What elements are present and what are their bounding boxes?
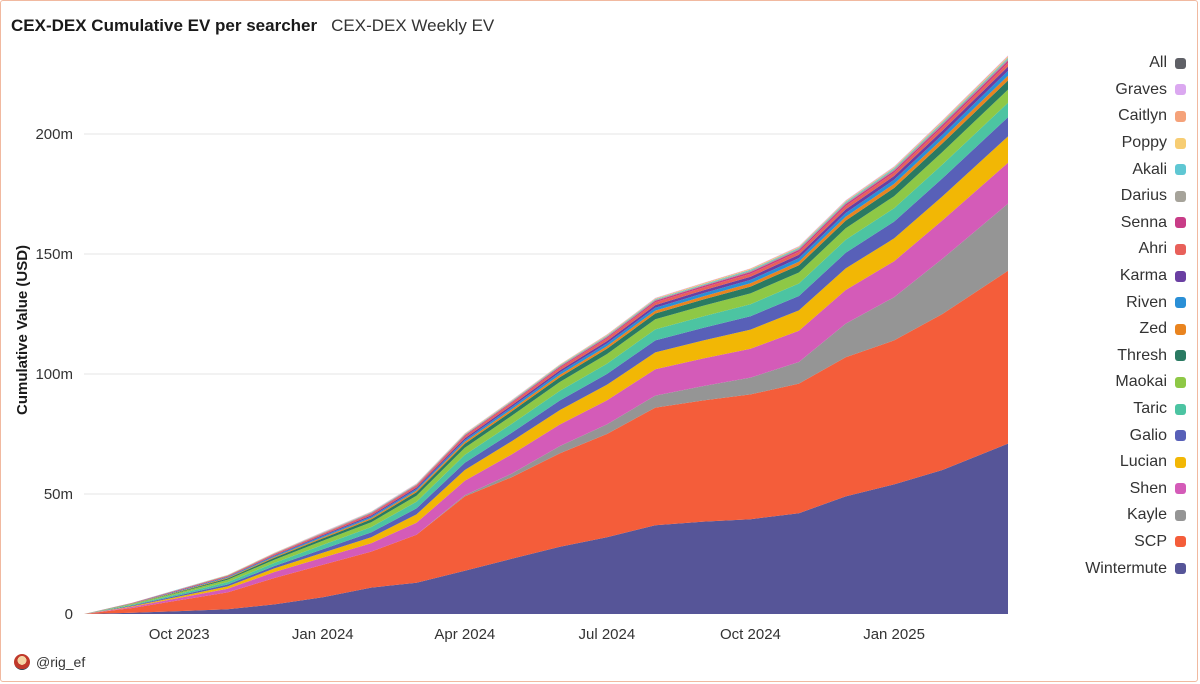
legend-item-wintermute[interactable]: Wintermute (1036, 555, 1186, 582)
legend-swatch (1175, 297, 1186, 309)
legend-item-senna[interactable]: Senna (1036, 210, 1186, 237)
legend-swatch (1175, 430, 1186, 442)
legend-swatch (1175, 403, 1186, 415)
legend-item-thresh[interactable]: Thresh (1036, 343, 1186, 370)
y-axis-ticks: 0 50m 100m 150m 200m (35, 126, 73, 623)
legend-label: Riven (1126, 293, 1167, 311)
legend-label: Wintermute (1085, 559, 1167, 577)
legend-label: Galio (1129, 426, 1167, 444)
legend-label: Caitlyn (1118, 107, 1167, 125)
legend-swatch (1175, 350, 1186, 362)
legend-swatch (1175, 509, 1186, 521)
legend-item-all[interactable]: All (1036, 50, 1186, 77)
avatar-icon (14, 654, 30, 670)
area-scp[interactable] (84, 270, 1008, 614)
legend-label: Karma (1119, 267, 1167, 285)
legend-label: Graves (1115, 80, 1167, 98)
legend-item-taric[interactable]: Taric (1036, 396, 1186, 423)
x-tick-label: Oct 2023 (149, 626, 210, 643)
legend-item-galio[interactable]: Galio (1036, 422, 1186, 449)
legend-label: Kayle (1126, 506, 1167, 524)
legend-item-kayle[interactable]: Kayle (1036, 502, 1186, 529)
legend-item-zed[interactable]: Zed (1036, 316, 1186, 343)
legend-label: All (1149, 54, 1167, 72)
legend-swatch (1175, 57, 1186, 69)
chart-tabs: CEX-DEX Cumulative EV per searcher CEX-D… (11, 12, 494, 40)
legend-item-shen[interactable]: Shen (1036, 476, 1186, 503)
legend-swatch (1175, 137, 1186, 149)
y-tick-label: 100m (35, 366, 73, 383)
legend-swatch (1175, 217, 1186, 229)
y-tick-label: 150m (35, 246, 73, 263)
legend-label: Darius (1120, 187, 1167, 205)
legend-swatch (1175, 456, 1186, 468)
y-tick-label: 0 (65, 606, 73, 623)
legend-item-lucian[interactable]: Lucian (1036, 449, 1186, 476)
legend-item-karma[interactable]: Karma (1036, 263, 1186, 290)
legend-swatch (1175, 270, 1186, 282)
x-tick-label: Jul 2024 (579, 626, 636, 643)
legend-swatch (1175, 190, 1186, 202)
x-axis-ticks: Oct 2023 Jan 2024 Apr 2024 Jul 2024 Oct 2024… (149, 626, 925, 643)
legend-swatch (1175, 376, 1186, 388)
legend: All Graves Caitlyn Poppy Akali Darius Senna Ahr… (1036, 50, 1186, 582)
legend-item-ahri[interactable]: Ahri (1036, 236, 1186, 263)
legend-swatch (1175, 536, 1186, 548)
legend-swatch (1175, 563, 1186, 575)
legend-label: Akali (1132, 160, 1167, 178)
legend-item-graves[interactable]: Graves (1036, 77, 1186, 104)
legend-label: Thresh (1117, 346, 1167, 364)
legend-swatch (1175, 243, 1186, 255)
author-handle[interactable]: @rig_ef (36, 654, 86, 670)
tab-cumulative-ev[interactable]: CEX-DEX Cumulative EV per searcher (11, 16, 318, 35)
legend-item-caitlyn[interactable]: Caitlyn (1036, 103, 1186, 130)
x-tick-label: Oct 2024 (720, 626, 781, 643)
legend-item-scp[interactable]: SCP (1036, 529, 1186, 556)
footer: @rig_ef (14, 654, 85, 670)
legend-swatch (1175, 84, 1186, 96)
x-tick-label: Jan 2025 (863, 626, 925, 643)
y-tick-label: 50m (44, 486, 73, 503)
legend-item-riven[interactable]: Riven (1036, 289, 1186, 316)
legend-item-darius[interactable]: Darius (1036, 183, 1186, 210)
legend-item-maokai[interactable]: Maokai (1036, 369, 1186, 396)
legend-label: Shen (1129, 479, 1167, 497)
legend-item-poppy[interactable]: Poppy (1036, 130, 1186, 157)
x-tick-label: Jan 2024 (292, 626, 354, 643)
legend-label: Lucian (1119, 453, 1167, 471)
area-wintermute[interactable] (84, 443, 1008, 614)
legend-swatch (1175, 483, 1186, 495)
legend-swatch (1175, 164, 1186, 176)
y-tick-label: 200m (35, 126, 73, 143)
tab-weekly-ev[interactable]: CEX-DEX Weekly EV (331, 16, 495, 35)
y-axis-title: Cumulative Value (USD) (14, 245, 31, 415)
legend-swatch (1175, 110, 1186, 122)
x-tick-label: Apr 2024 (434, 626, 495, 643)
legend-label: Taric (1133, 400, 1167, 418)
legend-label: Senna (1120, 213, 1167, 231)
legend-label: Poppy (1121, 134, 1167, 152)
legend-item-akali[interactable]: Akali (1036, 156, 1186, 183)
stacked-areas (84, 55, 1008, 615)
legend-label: Ahri (1138, 240, 1167, 258)
legend-label: SCP (1134, 532, 1167, 550)
legend-label: Zed (1139, 320, 1167, 338)
legend-label: Maokai (1115, 373, 1167, 391)
legend-swatch (1175, 323, 1186, 335)
